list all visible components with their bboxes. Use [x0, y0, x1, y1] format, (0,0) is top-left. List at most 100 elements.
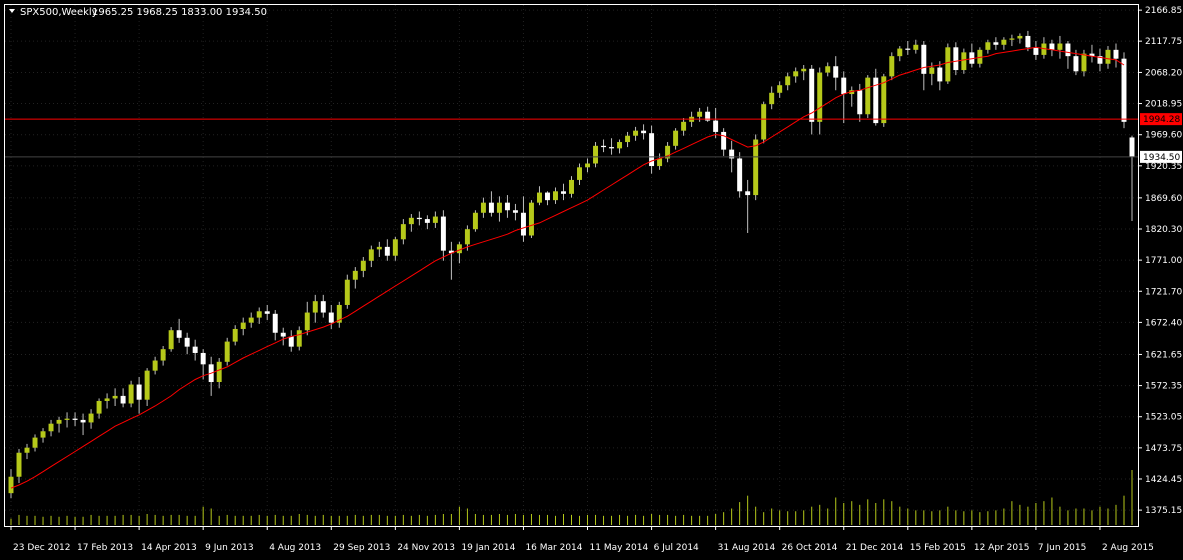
candle-body: [64, 418, 70, 420]
price-tick-label: 2117.75: [1145, 37, 1182, 47]
last-price-text: 1934.50: [1143, 153, 1180, 163]
time-tick-label: 21 Dec 2014: [846, 543, 904, 553]
candle-body: [120, 395, 126, 404]
time-tick-label: 14 Apr 2013: [141, 543, 197, 553]
last-price-tag: [1140, 150, 1182, 163]
candle-body: [536, 192, 542, 203]
candle-body: [24, 447, 30, 453]
candle-body: [665, 145, 671, 159]
candle-body: [1049, 43, 1055, 50]
candle-body: [1097, 56, 1103, 64]
moving-average-line: [10, 46, 1125, 489]
candles: [8, 30, 1135, 499]
candle-body: [921, 44, 927, 74]
horizontal-line-layer: [5, 118, 1138, 158]
candle-body: [480, 202, 486, 213]
candle-body: [512, 210, 518, 213]
candle-body: [1129, 137, 1135, 157]
candle-body: [729, 149, 735, 159]
candle-body: [865, 77, 871, 115]
candle-body: [1121, 58, 1127, 122]
candle-body: [328, 312, 334, 323]
candle-body: [1017, 35, 1023, 39]
candle-body: [464, 229, 470, 245]
candle-body: [601, 145, 607, 148]
candle-body: [16, 452, 22, 477]
candle-body: [697, 111, 703, 117]
candle-body: [264, 311, 270, 314]
candle-body: [1073, 56, 1079, 72]
candle-body: [352, 270, 358, 280]
candle-body: [905, 48, 911, 50]
candle-body: [753, 139, 759, 196]
time-tick-label: 26 Oct 2014: [782, 543, 838, 553]
candle-body: [200, 352, 206, 365]
candle-body: [553, 191, 558, 201]
candle-body: [641, 130, 647, 134]
candle-body: [657, 158, 663, 167]
price-tick-label: 1721.70: [1145, 287, 1182, 297]
candle-body: [424, 219, 430, 223]
candle-body: [416, 217, 422, 220]
candle-body: [296, 330, 302, 347]
candle-body: [825, 66, 831, 73]
time-tick-label: 11 May 2014: [590, 543, 649, 553]
candle-body: [793, 71, 799, 77]
candle-body: [1033, 47, 1039, 55]
candle-body: [881, 76, 887, 124]
time-axis[interactable]: 23 Dec 2012 17 Feb 2013 14 Apr 2013 9 Jun 2…: [10, 526, 1154, 553]
candle-body: [488, 202, 494, 213]
candle-body: [432, 216, 438, 223]
candle-body: [721, 131, 727, 150]
candle-body: [232, 328, 238, 342]
price-tick-label: 1473.75: [1145, 444, 1182, 454]
candle-body: [408, 217, 414, 225]
candle-body: [569, 179, 574, 194]
price-tick-label: 1920.35: [1145, 162, 1182, 172]
candle-body: [224, 341, 230, 362]
candle-body: [248, 317, 254, 323]
price-tick-label: 1820.30: [1145, 225, 1182, 235]
candle-body: [993, 42, 999, 45]
candle-body: [841, 77, 847, 95]
candle-body: [897, 48, 903, 57]
moving-average: [10, 46, 1125, 489]
candle-body: [256, 311, 262, 318]
time-tick-label: 7 Jun 2015: [1038, 543, 1086, 553]
candle-body: [112, 395, 118, 399]
candle-body: [280, 332, 286, 337]
candle-body: [561, 191, 566, 194]
candle-body: [585, 163, 590, 168]
candle-body: [705, 111, 711, 121]
time-tick-label: 29 Sep 2013: [333, 543, 390, 553]
candle-body: [849, 90, 855, 95]
time-tick-label: 12 Apr 2015: [974, 543, 1030, 553]
time-tick-label: 24 Nov 2013: [397, 543, 455, 553]
price-tick-label: 1869.60: [1145, 194, 1182, 204]
dropdown-triangle-icon[interactable]: [9, 9, 15, 13]
candle-body: [96, 400, 102, 414]
candle-body: [857, 90, 863, 115]
candle-body: [673, 130, 679, 146]
candle-body: [1081, 53, 1087, 72]
price-tags: 1994.28 1934.50: [1140, 113, 1182, 163]
candle-body: [144, 370, 150, 400]
time-tick-label: 19 Jan 2014: [461, 543, 515, 553]
time-tick-label: 17 Feb 2013: [77, 543, 133, 553]
candle-body: [104, 398, 110, 401]
candle-body: [304, 312, 310, 331]
horizontal-line-price-text: 1994.28: [1143, 115, 1180, 125]
candle-body: [817, 72, 823, 122]
candle-body: [56, 419, 62, 424]
candle-body: [32, 437, 38, 448]
chart-frame: [4, 4, 1139, 527]
price-axis[interactable]: 2166.85 2117.75 2068.20 2018.95 1969.60 1920.…: [1138, 6, 1182, 516]
candle-body: [1105, 49, 1111, 64]
candle-body: [801, 68, 807, 72]
candle-body: [152, 360, 158, 371]
symbol-label: SPX500,Weekly: [20, 7, 98, 18]
candle-body: [376, 246, 382, 250]
candle-body: [192, 346, 198, 353]
